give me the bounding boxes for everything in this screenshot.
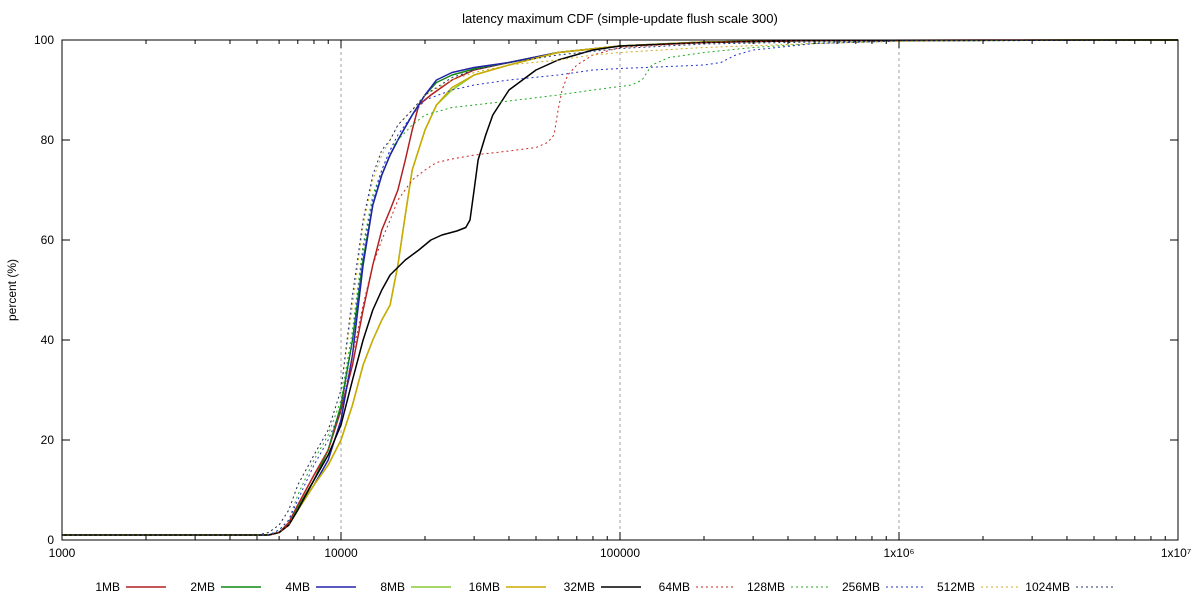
x-tick-label: 10000	[324, 546, 358, 560]
x-tick-label: 1x10⁶	[884, 546, 915, 560]
series-line-32mb	[62, 39, 1179, 536]
legend-label-64mb: 64MB	[659, 580, 690, 594]
series-line-1024mb	[62, 39, 1179, 536]
series-line-64mb	[62, 39, 1179, 536]
y-tick-label: 80	[41, 133, 55, 147]
x-tick-label: 1x10⁷	[1161, 546, 1191, 560]
y-tick-label: 20	[41, 433, 55, 447]
grid-lines	[340, 40, 900, 540]
legend-label-16mb: 16MB	[469, 580, 500, 594]
legend-label-512mb: 512MB	[937, 580, 975, 594]
y-tick-label: 40	[41, 333, 55, 347]
x-tick-label: 1000	[49, 546, 76, 560]
legend-label-4mb: 4MB	[285, 580, 310, 594]
legend-label-1mb: 1MB	[95, 580, 120, 594]
y-tick-label: 0	[47, 533, 54, 547]
legend: 1MB 2MB 4MB 8MB 16MB 32MB 64MB 128MB 256MB 512MB 1…	[95, 580, 1116, 594]
y-axis-label: percent (%)	[5, 259, 19, 321]
axis-ticks: 1000 10000 100000 1x10⁶ 1x10⁷ 0 20 40 60 80 100	[34, 33, 1191, 560]
y-tick-label: 100	[34, 33, 54, 47]
legend-label-128mb: 128MB	[747, 580, 785, 594]
legend-label-1024mb: 1024MB	[1025, 580, 1070, 594]
y-tick-label: 60	[41, 233, 55, 247]
chart-title: latency maximum CDF (simple-update flush…	[462, 11, 778, 26]
series-line-128mb	[62, 39, 1179, 536]
legend-label-256mb: 256MB	[842, 580, 880, 594]
series-lines	[62, 39, 1179, 536]
x-tick-label: 100000	[600, 546, 640, 560]
legend-label-2mb: 2MB	[190, 580, 215, 594]
series-line-256mb	[62, 39, 1179, 536]
legend-label-32mb: 32MB	[564, 580, 595, 594]
legend-label-8mb: 8MB	[380, 580, 405, 594]
